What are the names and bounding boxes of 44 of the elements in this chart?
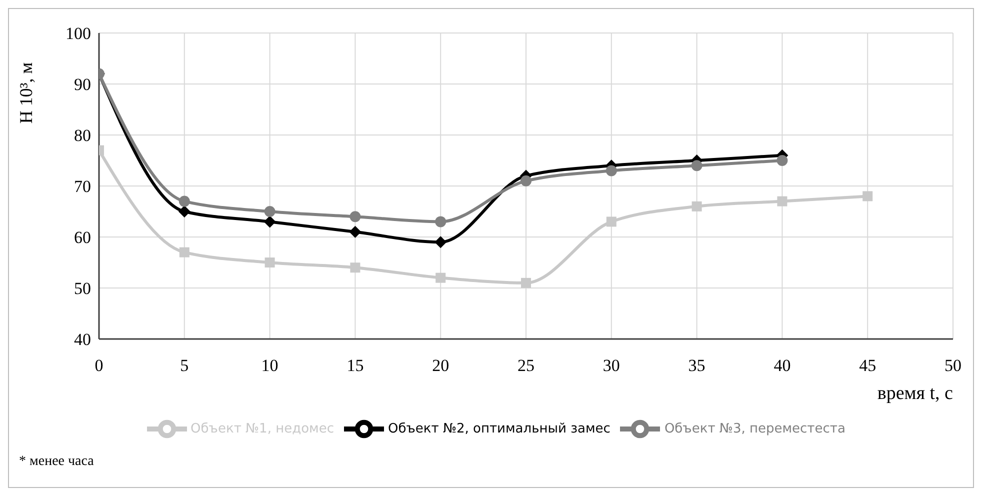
point [435, 216, 446, 228]
point [777, 196, 788, 206]
y-tick-label: 70 [74, 177, 91, 196]
point [520, 175, 532, 186]
point [776, 155, 788, 166]
y-tick-label: 80 [74, 126, 91, 146]
y-axis-title: Н 10³, м [16, 62, 36, 124]
point [862, 191, 873, 202]
point [349, 226, 362, 238]
x-tick-label: 30 [602, 356, 620, 376]
point [692, 201, 702, 212]
y-tick-label: 90 [74, 75, 91, 94]
x-tick-label: 20 [432, 356, 450, 376]
y-tick-label: 100 [66, 24, 91, 44]
point [350, 262, 360, 273]
x-tick-label: 25 [518, 356, 534, 376]
point [434, 236, 447, 248]
point [691, 160, 702, 172]
legend-label: Объект №2, оптимальный замес [388, 422, 610, 437]
x-axis-title: время t, с [877, 383, 953, 404]
y-tick-label: 50 [74, 279, 91, 298]
y-tick-label: 60 [74, 228, 91, 248]
point [178, 196, 190, 207]
point [606, 165, 617, 176]
point [178, 206, 190, 218]
point [264, 258, 275, 268]
point [521, 278, 531, 288]
point [606, 216, 616, 227]
x-tick-label: 0 [94, 356, 104, 376]
point [436, 272, 446, 283]
x-tick-label: 40 [774, 356, 791, 376]
point [264, 216, 276, 228]
x-tick-label: 45 [859, 356, 876, 376]
text: * менее часа [19, 454, 94, 470]
point [350, 211, 361, 222]
x-tick-label: 10 [261, 356, 278, 376]
y-tick-label: 40 [74, 330, 91, 350]
legend-label: Объект №3, переместеста [664, 422, 846, 437]
point [264, 206, 276, 217]
point [179, 247, 190, 258]
x-tick-label: 15 [346, 356, 364, 376]
x-tick-label: 5 [180, 356, 189, 376]
x-tick-label: 35 [688, 356, 706, 376]
x-tick-label: 50 [944, 356, 962, 376]
